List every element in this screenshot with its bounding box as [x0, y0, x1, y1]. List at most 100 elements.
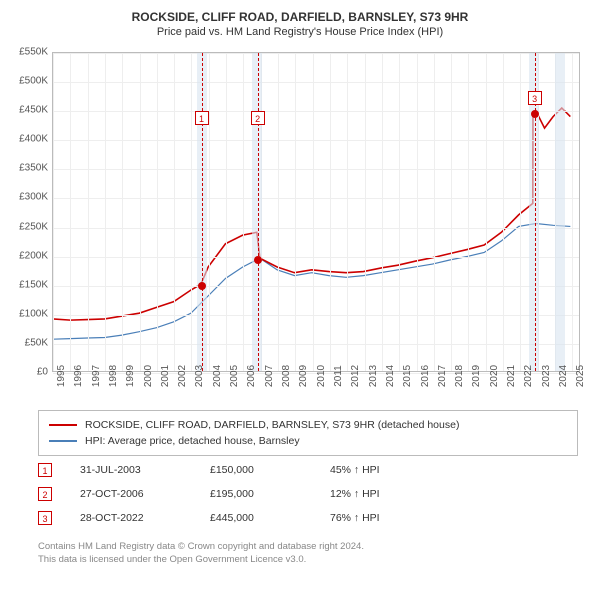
y-tick-label: £450K: [19, 105, 48, 116]
y-tick-label: £400K: [19, 134, 48, 145]
x-tick-label: 2006: [246, 365, 257, 387]
gridline-v: [209, 53, 210, 371]
x-tick-label: 2012: [350, 365, 361, 387]
cell-price: £150,000: [210, 464, 330, 476]
gridline-v: [417, 53, 418, 371]
marker-table: 1 31-JUL-2003 £150,000 45% ↑ HPI 2 27-OC…: [38, 458, 578, 530]
data-point: [254, 256, 262, 264]
gridline-v: [295, 53, 296, 371]
data-point: [198, 282, 206, 290]
x-tick-label: 2009: [298, 365, 309, 387]
plot-area: 1 2 3: [52, 52, 580, 372]
gridline-h: [53, 344, 579, 345]
x-tick-label: 1998: [108, 365, 119, 387]
cell-price: £195,000: [210, 488, 330, 500]
gridline-v: [105, 53, 106, 371]
gridline-v: [382, 53, 383, 371]
gridline-h: [53, 169, 579, 170]
gridline-v: [174, 53, 175, 371]
gridline-v: [313, 53, 314, 371]
gridline-h: [53, 82, 579, 83]
table-row: 1 31-JUL-2003 £150,000 45% ↑ HPI: [38, 458, 578, 482]
x-tick-label: 2019: [471, 365, 482, 387]
gridline-v: [399, 53, 400, 371]
x-tick-label: 2025: [575, 365, 586, 387]
legend-label: HPI: Average price, detached house, Barn…: [85, 435, 300, 447]
series-line: [53, 224, 570, 340]
x-tick-label: 2023: [541, 365, 552, 387]
x-tick-label: 1997: [91, 365, 102, 387]
marker-label-box: 3: [528, 91, 542, 105]
y-tick-label: £150K: [19, 279, 48, 290]
footer-line: Contains HM Land Registry data © Crown c…: [38, 540, 578, 553]
gridline-v: [451, 53, 452, 371]
legend-label: ROCKSIDE, CLIFF ROAD, DARFIELD, BARNSLEY…: [85, 419, 459, 431]
y-tick-label: £50K: [25, 337, 48, 348]
x-tick-label: 2008: [281, 365, 292, 387]
gridline-v: [330, 53, 331, 371]
gridline-v: [157, 53, 158, 371]
cell-date: 28-OCT-2022: [80, 512, 210, 524]
gridline-v: [191, 53, 192, 371]
gridline-v: [520, 53, 521, 371]
x-tick-label: 2018: [454, 365, 465, 387]
gridline-h: [53, 140, 579, 141]
x-tick-label: 2016: [420, 365, 431, 387]
cell-pct: 45% ↑ HPI: [330, 464, 450, 476]
gridline-h: [53, 286, 579, 287]
cell-price: £445,000: [210, 512, 330, 524]
marker-vline: [258, 53, 259, 371]
x-tick-label: 1996: [73, 365, 84, 387]
x-tick-label: 2000: [143, 365, 154, 387]
gridline-v: [226, 53, 227, 371]
chart-area: 123 £0£50K£100K£150K£200K£250K£300K£350K…: [0, 52, 600, 402]
gridline-v: [572, 53, 573, 371]
gridline-v: [468, 53, 469, 371]
gridline-v: [434, 53, 435, 371]
x-tick-label: 1995: [56, 365, 67, 387]
footer-attribution: Contains HM Land Registry data © Crown c…: [38, 540, 578, 567]
marker-num-icon: 3: [38, 511, 52, 525]
y-tick-label: £250K: [19, 221, 48, 232]
gridline-v: [140, 53, 141, 371]
x-tick-label: 2013: [368, 365, 379, 387]
gridline-v: [243, 53, 244, 371]
x-tick-label: 2004: [212, 365, 223, 387]
x-tick-label: 2024: [558, 365, 569, 387]
cell-pct: 12% ↑ HPI: [330, 488, 450, 500]
gridline-h: [53, 111, 579, 112]
legend: ROCKSIDE, CLIFF ROAD, DARFIELD, BARNSLEY…: [38, 410, 578, 456]
x-tick-label: 2017: [437, 365, 448, 387]
y-tick-label: £0: [37, 367, 48, 378]
y-tick-label: £550K: [19, 47, 48, 58]
x-tick-label: 2007: [264, 365, 275, 387]
x-tick-label: 2011: [333, 365, 344, 387]
gridline-v: [122, 53, 123, 371]
gridline-h: [53, 198, 579, 199]
cell-date: 27-OCT-2006: [80, 488, 210, 500]
chart-title: ROCKSIDE, CLIFF ROAD, DARFIELD, BARNSLEY…: [0, 0, 600, 24]
x-tick-label: 2015: [402, 365, 413, 387]
gridline-h: [53, 315, 579, 316]
legend-item: HPI: Average price, detached house, Barn…: [49, 433, 567, 449]
legend-item: ROCKSIDE, CLIFF ROAD, DARFIELD, BARNSLEY…: [49, 417, 567, 433]
legend-swatch: [49, 424, 77, 426]
footer-line: This data is licensed under the Open Gov…: [38, 553, 578, 566]
gridline-v: [486, 53, 487, 371]
x-tick-label: 2001: [160, 365, 171, 387]
gridline-v: [365, 53, 366, 371]
marker-label-box: 1: [195, 111, 209, 125]
cell-pct: 76% ↑ HPI: [330, 512, 450, 524]
gridline-h: [53, 53, 579, 54]
marker-label-box: 2: [251, 111, 265, 125]
y-tick-label: £200K: [19, 250, 48, 261]
legend-swatch: [49, 440, 77, 442]
y-tick-label: £500K: [19, 76, 48, 87]
gridline-h: [53, 257, 579, 258]
cell-date: 31-JUL-2003: [80, 464, 210, 476]
x-tick-label: 2010: [316, 365, 327, 387]
chart-subtitle: Price paid vs. HM Land Registry's House …: [0, 24, 600, 44]
marker-vline: [202, 53, 203, 371]
highlight-band: [555, 53, 565, 371]
marker-num-icon: 1: [38, 463, 52, 477]
